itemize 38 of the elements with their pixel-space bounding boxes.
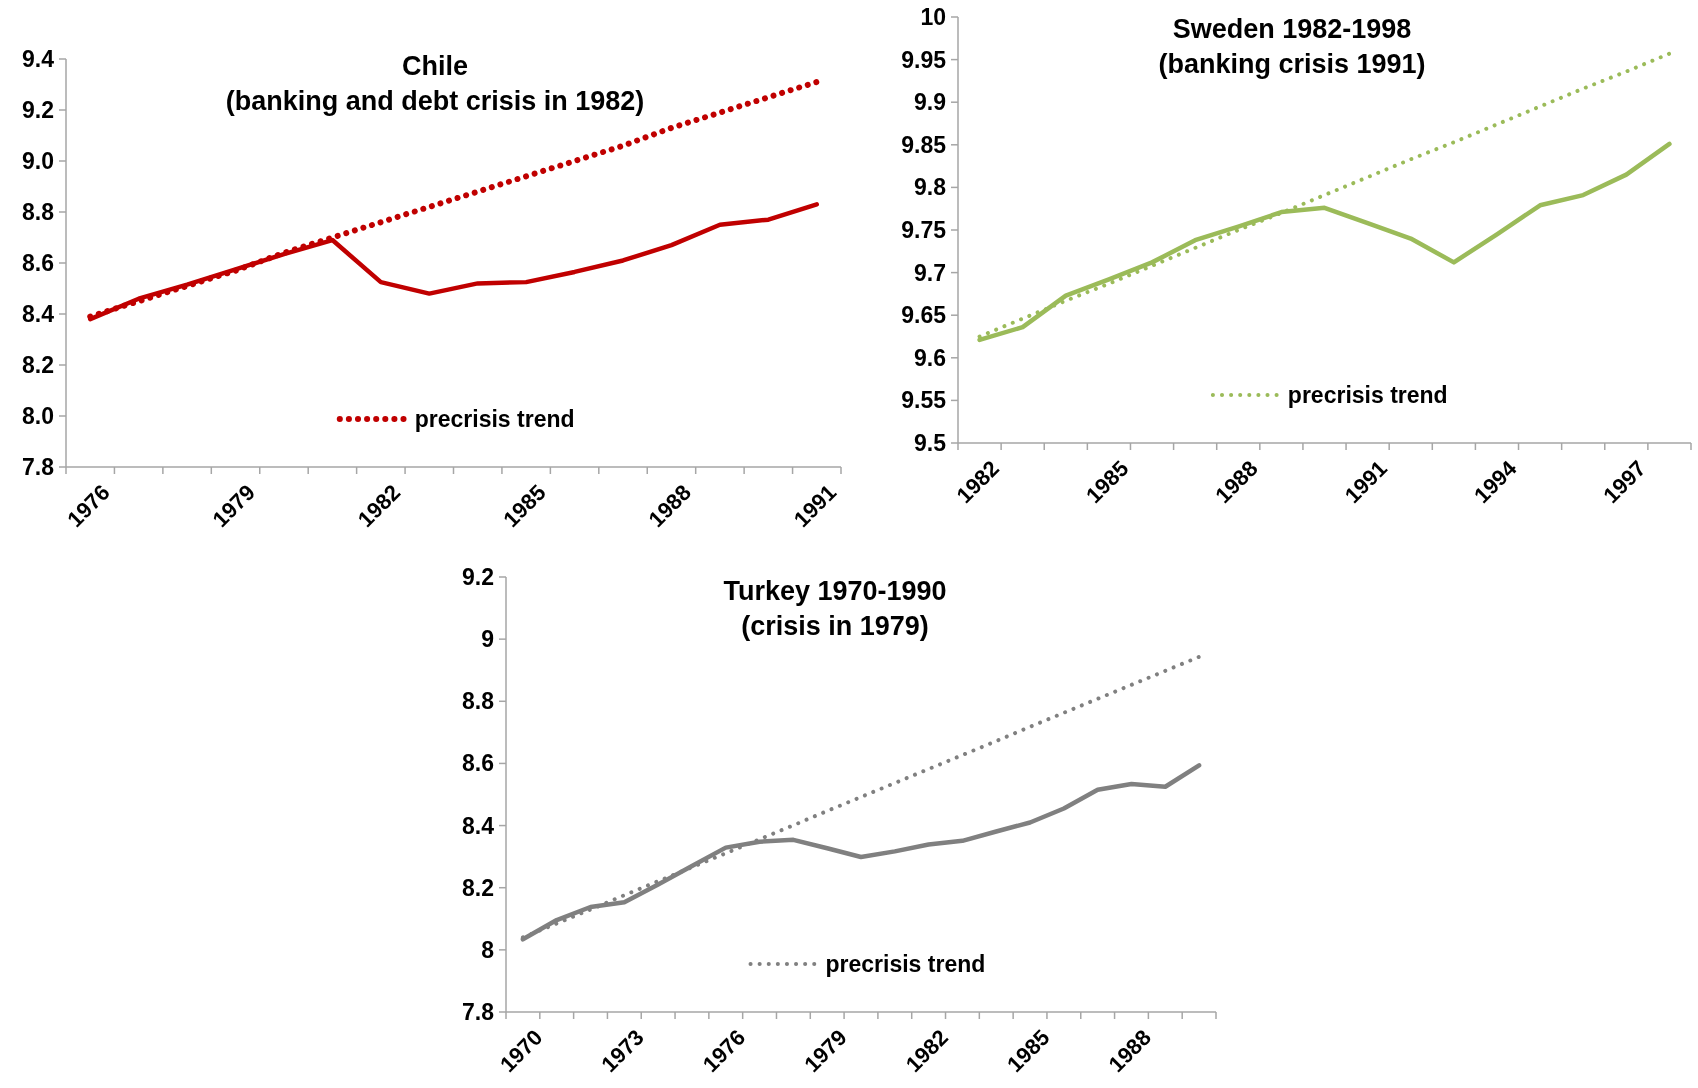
y-tick-label: 9.6 (914, 344, 946, 371)
y-tick-label: 8.4 (462, 812, 495, 839)
y-tick-label: 8 (481, 936, 495, 963)
y-tick-label: 10 (920, 4, 946, 31)
y-tick-label: 9.9 (914, 89, 946, 116)
y-tick-label: 8.2 (22, 352, 54, 379)
y-tick-label: 8.6 (462, 750, 494, 777)
legend-label: precrisis trend (414, 406, 575, 433)
y-tick-label: 9 (481, 626, 494, 653)
chart-title: Sweden 1982-1998 (1172, 14, 1412, 44)
text: (banking and debt crisis in 1982) (225, 86, 645, 116)
y-tick-label: 9.65 (901, 302, 947, 329)
y-tick-label: 8.8 (462, 688, 495, 715)
y-tick-label: 8.8 (22, 199, 55, 226)
y-tick-label: 8.6 (22, 250, 54, 277)
y-tick-label: 9.2 (22, 97, 54, 124)
y-tick-label: 7.8 (22, 454, 55, 481)
y-tick-label: 9.7 (914, 259, 946, 286)
y-tick-label: 9.95 (901, 46, 947, 73)
y-tick-label: 9.85 (901, 131, 947, 158)
y-tick-label: 9.8 (914, 174, 947, 201)
text: (crisis in 1979) (741, 611, 929, 641)
y-tick-label: 9.55 (901, 387, 947, 414)
y-tick-label: 9.4 (22, 46, 55, 73)
y-tick-label: 9.0 (22, 148, 54, 175)
legend-label: precrisis trend (1287, 382, 1448, 409)
y-tick-label: 8.2 (462, 874, 494, 901)
y-tick-label: 9.75 (901, 217, 947, 244)
legend-label: precrisis trend (825, 951, 986, 978)
chart-title: Chile (401, 51, 469, 81)
text: (banking crisis 1991) (1158, 49, 1426, 79)
y-tick-label: 8.0 (22, 403, 54, 430)
line-series (977, 51, 1672, 339)
y-tick-label: 8.4 (22, 301, 55, 328)
y-tick-label: 7.8 (462, 999, 495, 1026)
chart-title: Turkey 1970-1990 (723, 576, 947, 606)
y-tick-label: 9.5 (914, 430, 947, 457)
y-tick-label: 9.2 (462, 564, 494, 591)
